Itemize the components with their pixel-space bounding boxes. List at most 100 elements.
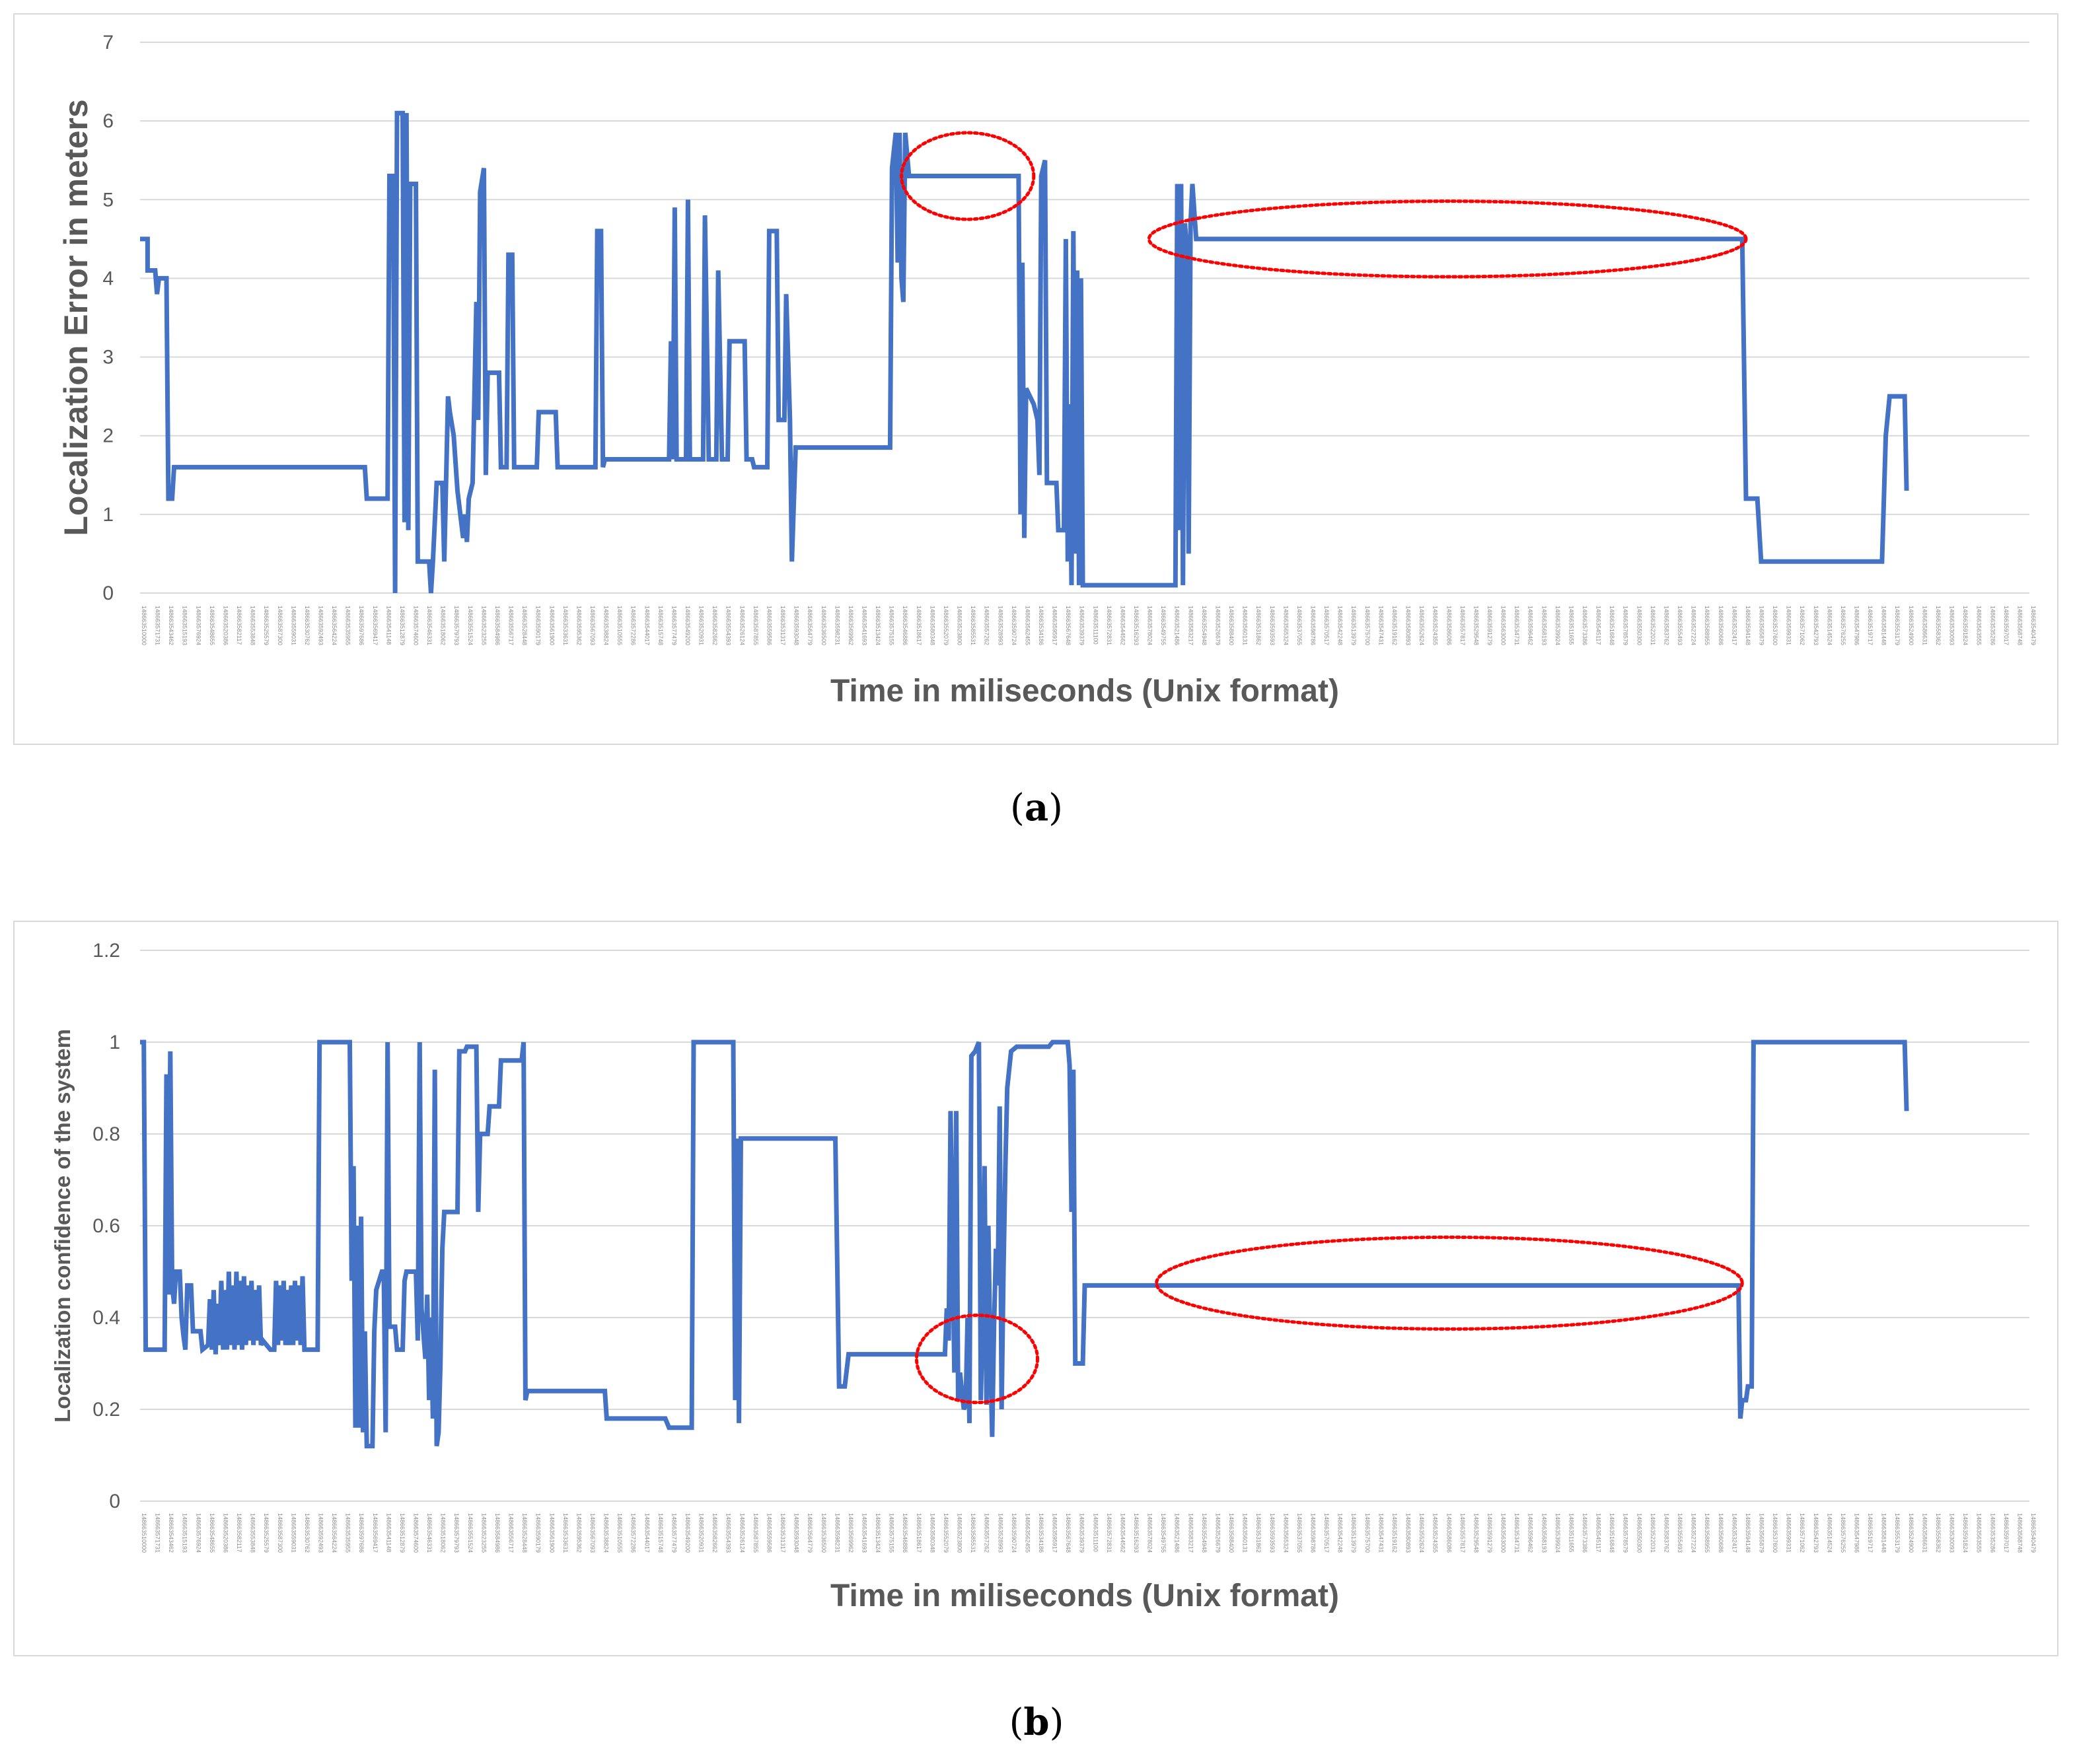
x-tick-label: 148663520931 (698, 606, 705, 645)
x-tick-label: 148663595917 (1052, 606, 1058, 645)
x-tick-label: 148663596462 (1527, 1513, 1534, 1553)
x-tick-label: 148663584986 (494, 606, 501, 645)
x-tick-label: 148663595362 (575, 1513, 582, 1553)
x-tick-label: 148663554393 (725, 606, 732, 645)
x-tick-label: 148663533631 (562, 606, 569, 645)
y-axis-label: Localization confidence of the system (50, 1029, 75, 1423)
x-tick-label: 148663567648 (1065, 606, 1072, 645)
x-tick-label: 148663578579 (1622, 606, 1629, 645)
x-tick-label: 148663576924 (195, 606, 201, 645)
x-tick-label: 148663586631 (1921, 606, 1928, 645)
x-tick-label: 148663542248 (1337, 1513, 1344, 1553)
x-tick-label: 148663544562 (1119, 1513, 1126, 1553)
x-tick-label: 148663559586 (766, 606, 772, 645)
x-tick-label: 148663520386 (222, 606, 229, 645)
x-tick-label: 148663580893 (1405, 1513, 1412, 1553)
x-tick-label: 148663530093 (1949, 606, 1955, 645)
x-tick-label: 148663591824 (1962, 1513, 1969, 1553)
x-tick-label: 148663520931 (698, 1513, 705, 1553)
x-tick-label: 148663535955 (345, 606, 351, 645)
x-tick-label: 148663579793 (453, 1513, 460, 1553)
x-tick-label: 148663588955 (1704, 1513, 1710, 1553)
subfigure-label-b: (b) (1009, 1701, 1064, 1744)
x-tick-label: 148663592493 (317, 606, 324, 645)
x-tick-label: 148663529548 (1473, 606, 1479, 645)
x-tick-label: 148663526124 (739, 1513, 745, 1553)
x-tick-label: 148663585531 (970, 606, 976, 645)
x-tick-label: 148663514524 (1826, 606, 1833, 645)
x-tick-label: 148663578579 (1622, 1513, 1629, 1553)
x-tick-label: 148663583217 (1187, 1513, 1194, 1553)
x-tick-label: 148663561900 (548, 606, 555, 645)
x-tick-label: 148663537600 (1772, 1513, 1778, 1553)
x-tick-label: 148663568748 (2016, 1513, 2023, 1553)
x-tick-label: 148663518617 (916, 606, 922, 645)
y-tick-label: 0.8 (92, 1123, 120, 1145)
x-tick-label: 148663536500 (820, 606, 827, 645)
x-tick-label: 148663523255 (480, 606, 487, 645)
x-tick-label: 148663510555 (616, 1513, 623, 1553)
x-tick-label: 148663527224 (1691, 606, 1697, 645)
x-tick-label: 148663564779 (807, 606, 813, 645)
x-tick-label: 148663583762 (1663, 606, 1669, 645)
x-tick-label: 148663578024 (1147, 1513, 1153, 1553)
chart-a-svg: 0 1 2 3 4 5 6 7 148663510000 148663571731 14866354… (57, 32, 2037, 709)
x-tick-label: 148663590724 (1011, 1513, 1017, 1553)
x-tick-label: 148663572286 (630, 1513, 637, 1553)
y-axis-label: Localization Error in meters (57, 99, 94, 536)
x-tick-label: 148663554948 (1201, 1513, 1208, 1553)
x-tick-label: 148663578024 (1147, 606, 1153, 645)
x-tick-label: 148663597017 (2003, 1513, 2010, 1553)
x-tick-label: 148663511100 (1092, 1513, 1099, 1552)
x-tick-label: 148663513424 (875, 606, 881, 645)
x-tick-label: 148663515748 (657, 1513, 664, 1553)
x-tick-label: 148663519717 (1867, 606, 1873, 645)
x-tick-label: 148663571062 (1799, 606, 1805, 645)
x-tick-label: 148663574600 (413, 606, 419, 645)
x-tick-label: 148663547431 (1377, 1513, 1384, 1553)
x-tick-label: 148663515193 (182, 1513, 188, 1553)
chart-b-svg: 0 0.2 0.4 0.6 0.8 1 1.2 148663510000 14866357173… (50, 940, 2037, 1613)
x-tick-label: 148663559031 (290, 1513, 297, 1553)
x-tick-label: 148663598231 (834, 1513, 840, 1553)
x-tick-label: 148663580893 (1405, 606, 1412, 645)
x-tick-label: 148663597686 (358, 606, 365, 645)
x-tick-label: 148663535286 (1989, 1513, 1996, 1553)
x-tick-label: 148663516293 (1133, 606, 1140, 645)
x-tick-label: 148663571731 (155, 1513, 161, 1553)
x-tick-label: 148663552079 (943, 606, 949, 645)
x-tick-label: 148663586086 (1445, 1513, 1452, 1553)
x-tick-label: 148663564779 (807, 1513, 813, 1553)
x-tick-label: 148663593593 (1269, 1513, 1276, 1553)
x-tick-label: 148663525579 (263, 1513, 270, 1553)
y-tick-label: 4 (102, 267, 114, 289)
x-tick-label: 148663599331 (1786, 1513, 1792, 1553)
x-axis-label: Time in miliseconds (Unix format) (830, 674, 1339, 709)
x-tick-label: 148663539379 (1079, 1513, 1085, 1553)
y-tick-label: 0 (109, 1491, 120, 1512)
x-tick-label: 148663575155 (889, 1513, 895, 1553)
x-tick-label: 148663522031 (1650, 606, 1656, 645)
x-tick-label: 148663547431 (1377, 606, 1384, 645)
x-tick-label: 148663564224 (331, 606, 338, 645)
x-tick-label: 148663541693 (861, 1513, 868, 1553)
x-tick-label: 148663581448 (1881, 606, 1887, 645)
x-tick-label: 148663582117 (236, 606, 242, 645)
x-tick-label: 148663534186 (1038, 606, 1044, 645)
x-tick-label: 148663587855 (752, 1513, 759, 1553)
x-tick-label: 148663576255 (1840, 606, 1846, 645)
x-tick-label: 148663543462 (168, 606, 174, 645)
highlight-ellipse-1 (900, 131, 1036, 221)
x-tick-label: 148663563000 (1500, 1513, 1507, 1553)
x-tick-label: 148663573386 (1582, 1513, 1588, 1553)
x-tick-label: 148663575700 (1364, 1513, 1371, 1553)
x-tick-label: 148663548655 (209, 606, 215, 645)
x-tick-label: 148663531317 (780, 606, 786, 645)
x-tick-label: 148663549200 (684, 606, 691, 645)
x-tick-label: 148663569417 (372, 1513, 379, 1553)
x-tick-label: 148663524355 (1432, 1513, 1439, 1553)
x-tick-label: 148663560686 (1718, 1513, 1724, 1553)
x-tick-label: 148663555493 (1677, 606, 1683, 645)
x-tick-label: 148663551524 (467, 606, 474, 645)
x-tick-label: 148663587855 (752, 606, 759, 645)
